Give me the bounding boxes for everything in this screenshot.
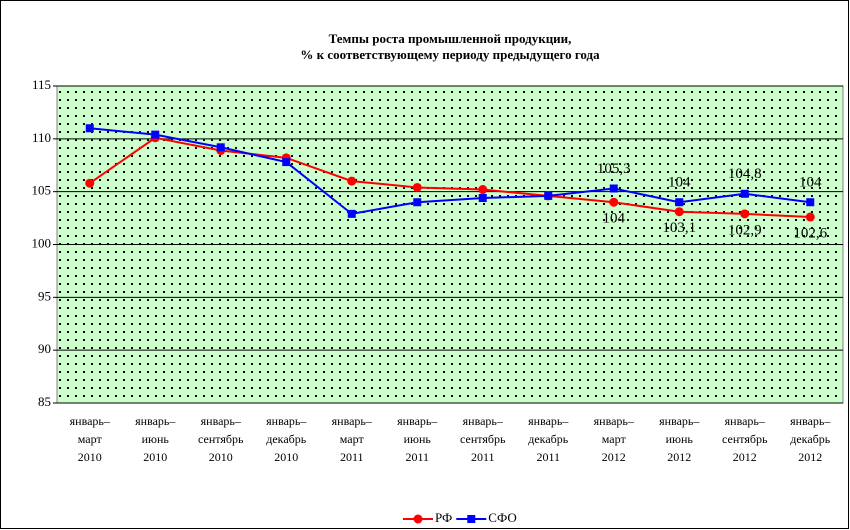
data-label: 104 [603, 211, 626, 227]
x-tick-label: 2010 [274, 450, 298, 464]
marker [805, 212, 815, 222]
x-tick-label: январь– [70, 414, 111, 428]
data-label: 104 [668, 175, 691, 191]
y-tick-label: 105 [32, 183, 52, 198]
chart-title: % к соответствующему периоду предыдущего… [300, 47, 600, 62]
marker [347, 176, 357, 186]
x-tick-label: 2011 [405, 450, 429, 464]
legend-label: РФ [435, 510, 452, 525]
y-tick-label: 90 [38, 341, 51, 356]
series-line [89, 136, 811, 219]
data-label: 102,6 [793, 225, 827, 241]
x-tick-label: сентябрь [460, 432, 506, 446]
marker [806, 198, 815, 207]
marker [85, 124, 94, 133]
marker [282, 158, 291, 167]
marker [740, 209, 750, 219]
x-tick-label: март [78, 432, 103, 446]
x-tick-label: 2012 [798, 450, 822, 464]
x-tick-label: январь– [790, 414, 831, 428]
x-tick-label: март [340, 432, 365, 446]
y-tick-label: 95 [38, 288, 51, 303]
marker [413, 198, 422, 207]
legend-marker [413, 514, 423, 524]
x-tick-label: декабрь [266, 432, 307, 446]
data-label: 105,3 [597, 161, 631, 177]
chart-title: Темпы роста промышленной продукции, [329, 31, 572, 46]
x-tick-label: 2010 [143, 450, 167, 464]
x-tick-label: 2011 [536, 450, 560, 464]
x-tick-label: январь– [594, 414, 635, 428]
marker [740, 189, 749, 198]
y-tick-label: 100 [32, 235, 52, 250]
x-tick-label: 2010 [209, 450, 233, 464]
x-tick-label: июнь [142, 432, 170, 446]
x-tick-label: январь– [725, 414, 766, 428]
marker [412, 182, 422, 192]
legend-marker [467, 515, 476, 523]
y-tick-label: 110 [32, 130, 51, 145]
x-tick-label: январь– [135, 414, 176, 428]
marker [609, 184, 618, 193]
marker [151, 130, 160, 139]
data-label: 103,1 [662, 220, 696, 236]
data-label: 104,8 [728, 166, 762, 182]
x-tick-label: 2011 [471, 450, 495, 464]
x-tick-label: январь– [397, 414, 438, 428]
x-tick-label: 2012 [602, 450, 626, 464]
x-tick-label: январь– [659, 414, 700, 428]
x-tick-label: 2012 [667, 450, 691, 464]
marker [347, 209, 356, 218]
data-label: 104 [799, 175, 822, 191]
x-tick-label: январь– [332, 414, 373, 428]
marker [675, 198, 684, 207]
x-tick-label: сентябрь [722, 432, 768, 446]
x-tick-label: январь– [528, 414, 569, 428]
x-tick-label: 2010 [78, 450, 102, 464]
x-tick-label: июнь [666, 432, 694, 446]
legend-label: СФО [488, 510, 517, 525]
x-tick-label: 2012 [733, 450, 757, 464]
marker [216, 143, 225, 152]
x-tick-label: 2011 [340, 450, 364, 464]
data-label: 102,9 [728, 222, 762, 238]
x-tick-label: январь– [463, 414, 504, 428]
marker [85, 178, 95, 188]
x-tick-label: март [602, 432, 627, 446]
marker [478, 194, 487, 203]
marker [478, 185, 488, 195]
y-tick-label: 115 [32, 77, 51, 92]
x-tick-label: сентябрь [198, 432, 244, 446]
marker [674, 207, 684, 217]
x-tick-label: декабрь [528, 432, 569, 446]
series-line [89, 127, 811, 215]
marker [609, 197, 619, 207]
x-tick-label: декабрь [790, 432, 831, 446]
y-tick-label: 85 [38, 394, 51, 409]
x-tick-label: июнь [404, 432, 432, 446]
x-tick-label: январь– [266, 414, 307, 428]
marker [544, 191, 553, 200]
x-tick-label: январь– [201, 414, 242, 428]
